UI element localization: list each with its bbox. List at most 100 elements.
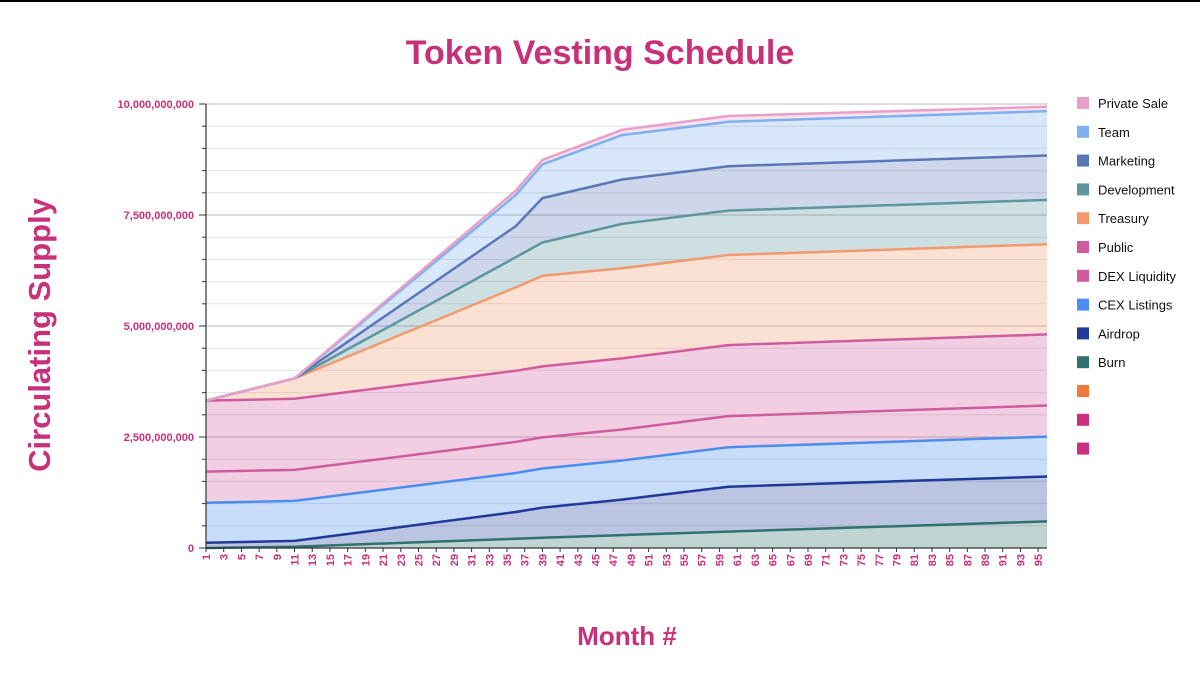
x-tick-label: 1 xyxy=(201,554,213,560)
x-tick-label: 81 xyxy=(909,554,921,566)
top-border xyxy=(0,0,1200,2)
legend-label: Public xyxy=(1098,240,1134,255)
y-axis-label: Circulating Supply xyxy=(22,197,57,472)
legend-label: CEX Listings xyxy=(1098,298,1173,313)
x-tick-label: 55 xyxy=(679,554,691,566)
legend-swatch xyxy=(1077,413,1089,426)
area-team xyxy=(206,111,1047,401)
x-tick-label: 37 xyxy=(520,554,532,566)
x-tick-label: 57 xyxy=(697,554,709,566)
legend-label: Airdrop xyxy=(1098,326,1140,341)
x-tick-label: 63 xyxy=(750,554,762,566)
x-ticks: 1 3 5 7 9 11 13 15 17 19 21 23 25 27 29 31 33 35 37 39 41 43 4… xyxy=(201,554,1045,566)
x-tick-label: 93 xyxy=(1015,554,1027,566)
x-tick-label: 71 xyxy=(821,554,833,566)
legend-swatch xyxy=(1077,125,1089,138)
area-airdrop xyxy=(206,476,1047,548)
x-tick-label: 43 xyxy=(573,554,585,566)
line-public xyxy=(205,333,1048,402)
line-dex-liquidity xyxy=(205,404,1048,473)
line-private-sale xyxy=(205,105,1048,402)
x-tick-label: 17 xyxy=(343,554,355,566)
area-series xyxy=(206,106,1047,548)
legend: Private Sale Team Marketing Development Trea… xyxy=(1077,96,1177,455)
y-ticks: 0 2,500,000,000 5,000,000,000 7,500,000,000… xyxy=(118,99,194,555)
x-tick-label: 23 xyxy=(396,554,408,566)
legend-label: Development xyxy=(1098,182,1175,197)
x-tick-label: 91 xyxy=(998,554,1010,566)
x-tick-label: 41 xyxy=(555,554,567,566)
area-burn xyxy=(206,521,1047,548)
x-tick-label: 39 xyxy=(537,554,549,566)
legend-label: Burn xyxy=(1098,355,1125,370)
x-tick-label: 61 xyxy=(732,554,744,566)
x-tick-label: 53 xyxy=(661,554,673,566)
area-marketing xyxy=(206,155,1047,401)
x-tick-label: 83 xyxy=(927,554,939,566)
x-tick-label: 65 xyxy=(768,554,780,566)
area-public xyxy=(206,334,1047,472)
area-development xyxy=(206,199,1047,401)
x-tick-label: 51 xyxy=(644,554,656,566)
line-cex-listings xyxy=(205,435,1048,504)
x-tick-label: 67 xyxy=(785,554,797,566)
x-tick-label: 27 xyxy=(431,554,443,566)
x-tick-label: 13 xyxy=(307,554,319,566)
legend-swatch xyxy=(1077,212,1089,225)
legend-swatch xyxy=(1077,241,1089,253)
x-tick-label: 79 xyxy=(892,554,904,566)
legend-swatch xyxy=(1077,385,1089,397)
x-tick-label: 73 xyxy=(838,554,850,566)
legend-swatch xyxy=(1077,356,1089,369)
x-tick-label: 19 xyxy=(360,554,372,566)
y-tick-label: 5,000,000,000 xyxy=(124,321,194,333)
legend-swatch xyxy=(1077,327,1089,340)
series-lines xyxy=(205,105,1048,550)
y-tick-label: 0 xyxy=(188,543,194,555)
x-tick-label: 49 xyxy=(626,554,638,566)
x-tick-label: 29 xyxy=(449,554,461,566)
axes xyxy=(199,103,1047,552)
x-tick-label: 87 xyxy=(962,554,974,566)
legend-swatch xyxy=(1077,442,1089,455)
line-burn xyxy=(205,520,1048,550)
x-tick-label: 85 xyxy=(945,554,957,566)
x-axis-label: Month # xyxy=(577,621,677,651)
x-tick-label: 95 xyxy=(1033,554,1045,566)
legend-label: Team xyxy=(1098,125,1130,140)
x-tick-label: 59 xyxy=(714,554,726,566)
y-tick-label: 2,500,000,000 xyxy=(124,432,194,444)
x-tick-label: 3 xyxy=(219,554,231,560)
legend-label: Treasury xyxy=(1098,211,1149,226)
area-treasury xyxy=(206,244,1047,401)
x-tick-label: 9 xyxy=(272,554,284,560)
legend-label: Marketing xyxy=(1098,154,1155,169)
x-tick-label: 31 xyxy=(467,554,479,566)
x-tick-label: 21 xyxy=(378,554,390,566)
y-tick-label: 7,500,000,000 xyxy=(124,210,194,222)
x-tick-label: 25 xyxy=(413,554,425,566)
x-tick-label: 45 xyxy=(591,554,603,566)
legend-swatch xyxy=(1077,298,1089,311)
x-tick-label: 35 xyxy=(502,554,514,566)
legend-swatch xyxy=(1077,269,1089,282)
x-tick-label: 5 xyxy=(236,554,248,560)
x-tick-label: 15 xyxy=(325,554,337,566)
x-tick-label: 7 xyxy=(254,554,266,560)
y-tick-label: 10,000,000,000 xyxy=(118,99,194,111)
x-tick-label: 33 xyxy=(484,554,496,566)
legend-swatch xyxy=(1077,97,1089,109)
x-tick-label: 47 xyxy=(608,554,620,566)
legend-swatch xyxy=(1077,183,1089,196)
x-tick-label: 89 xyxy=(980,554,992,566)
legend-swatch xyxy=(1077,154,1089,167)
line-airdrop xyxy=(205,475,1048,544)
x-tick-label: 11 xyxy=(290,554,302,566)
legend-label: DEX Liquidity xyxy=(1098,269,1177,284)
area-cex-listings xyxy=(206,436,1047,543)
area-dex-liquidity xyxy=(206,405,1047,503)
grid-lines xyxy=(206,103,1047,549)
chart-title: Token Vesting Schedule xyxy=(406,34,795,72)
legend-label: Private Sale xyxy=(1098,96,1168,111)
